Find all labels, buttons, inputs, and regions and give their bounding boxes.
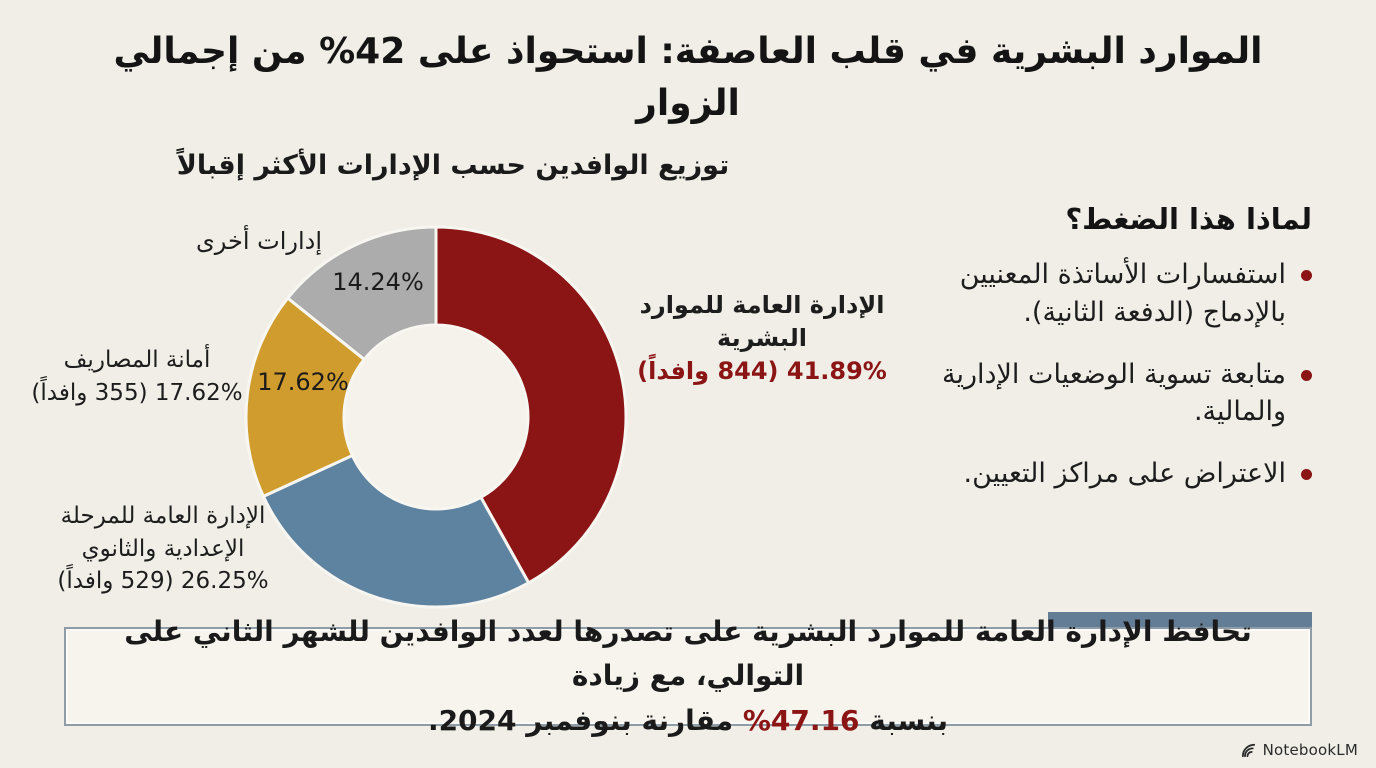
footer-line-2: بنسبة 47.16% مقارنة بنوفمبر 2024. [66, 699, 1310, 743]
segment-inner-label-other: 14.24% [332, 268, 424, 296]
bullet-dot-icon [1301, 469, 1312, 481]
donut-segment [434, 225, 628, 585]
segment-value: 26.25% (529 وافداً) [57, 568, 269, 595]
notebooklm-watermark: NotebookLM [1240, 738, 1358, 762]
footer-line-2-suffix: مقارنة بنوفمبر 2024. [427, 703, 743, 737]
main-title: الموارد البشرية في قلب العاصفة: استحواذ … [113, 31, 1263, 125]
watermark-label: NotebookLM [1262, 741, 1358, 759]
segment-value: 17.62% (355 وافداً) [31, 379, 243, 406]
why-panel-heading: لماذا هذا الضغط؟ [1065, 202, 1312, 236]
segment-value-highlight: 41.89% (844 وافداً) [637, 357, 887, 386]
donut-segment [244, 296, 366, 498]
why-panel-list: استفسارات الأساتذة المعنيين بالإدماج (ال… [876, 256, 1312, 493]
footer-line-2-prefix: بنسبة [859, 703, 949, 737]
donut-chart: 14.24% 17.62% [241, 222, 631, 612]
bullet-text: استفسارات الأساتذة المعنيين بالإدماج (ال… [959, 259, 1286, 328]
bullet-dot-icon [1301, 369, 1312, 381]
why-bullet-item: استفسارات الأساتذة المعنيين بالإدماج (ال… [876, 256, 1312, 332]
footer-highlight: 47.16% [742, 703, 860, 737]
segment-name: إدارات أخرى [195, 227, 323, 255]
segment-inner-label-fees: 17.62% [257, 368, 349, 396]
donut-segment [286, 225, 438, 361]
segment-name: الإدارة العامة للمرحلة الإعدادية والثانو… [60, 503, 266, 562]
footer-box: تحافظ الإدارة العامة للموارد البشرية على… [64, 615, 1312, 737]
footer-accent-bar [1048, 612, 1312, 627]
donut-segment [261, 453, 531, 609]
bullet-dot-icon [1301, 270, 1312, 281]
chart-title: توزيع الوافدين حسب الإدارات الأكثر إقبال… [176, 150, 730, 181]
segment-label-human-resources: الإدارة العامة للموارد البشرية 41.89% (8… [636, 289, 888, 388]
why-bullet-item: الاعتراض على مراكز التعيين. [876, 455, 1312, 493]
segment-name: الإدارة العامة للموارد البشرية [639, 291, 885, 353]
donut-chart-svg [244, 225, 628, 609]
bullet-text: متابعة تسوية الوضعيات الإدارية والمالية. [941, 358, 1286, 428]
why-bullet-item: متابعة تسوية الوضعيات الإدارية والمالية. [876, 356, 1312, 432]
bullet-text: الاعتراض على مراكز التعيين. [963, 458, 1286, 490]
footer-line-1: تحافظ الإدارة العامة للموارد البشرية على… [124, 615, 1252, 693]
segment-name: أمانة المصاريف [63, 347, 211, 373]
segment-label-other: إدارات أخرى [178, 224, 340, 258]
segment-label-fees: أمانة المصاريف 17.62% (355 وافداً) [26, 344, 248, 409]
segment-label-secondary-education: الإدارة العامة للمرحلة الإعدادية والثانو… [22, 500, 304, 598]
notebooklm-logo-icon [1241, 743, 1255, 757]
